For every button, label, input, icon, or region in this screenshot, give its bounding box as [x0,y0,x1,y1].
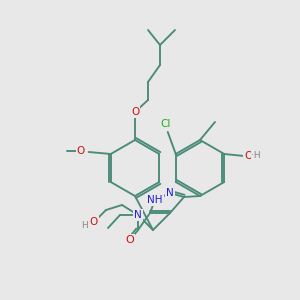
Text: OH: OH [244,151,260,161]
Text: O: O [126,235,134,245]
Text: H: H [81,221,87,230]
Text: N: N [166,188,174,198]
Text: O: O [131,107,139,117]
Text: O: O [90,217,98,227]
Text: Cl: Cl [160,119,171,129]
Text: ·H: ·H [251,152,261,160]
Text: O: O [76,146,85,156]
Text: NH: NH [147,195,163,205]
Text: N: N [134,210,142,220]
